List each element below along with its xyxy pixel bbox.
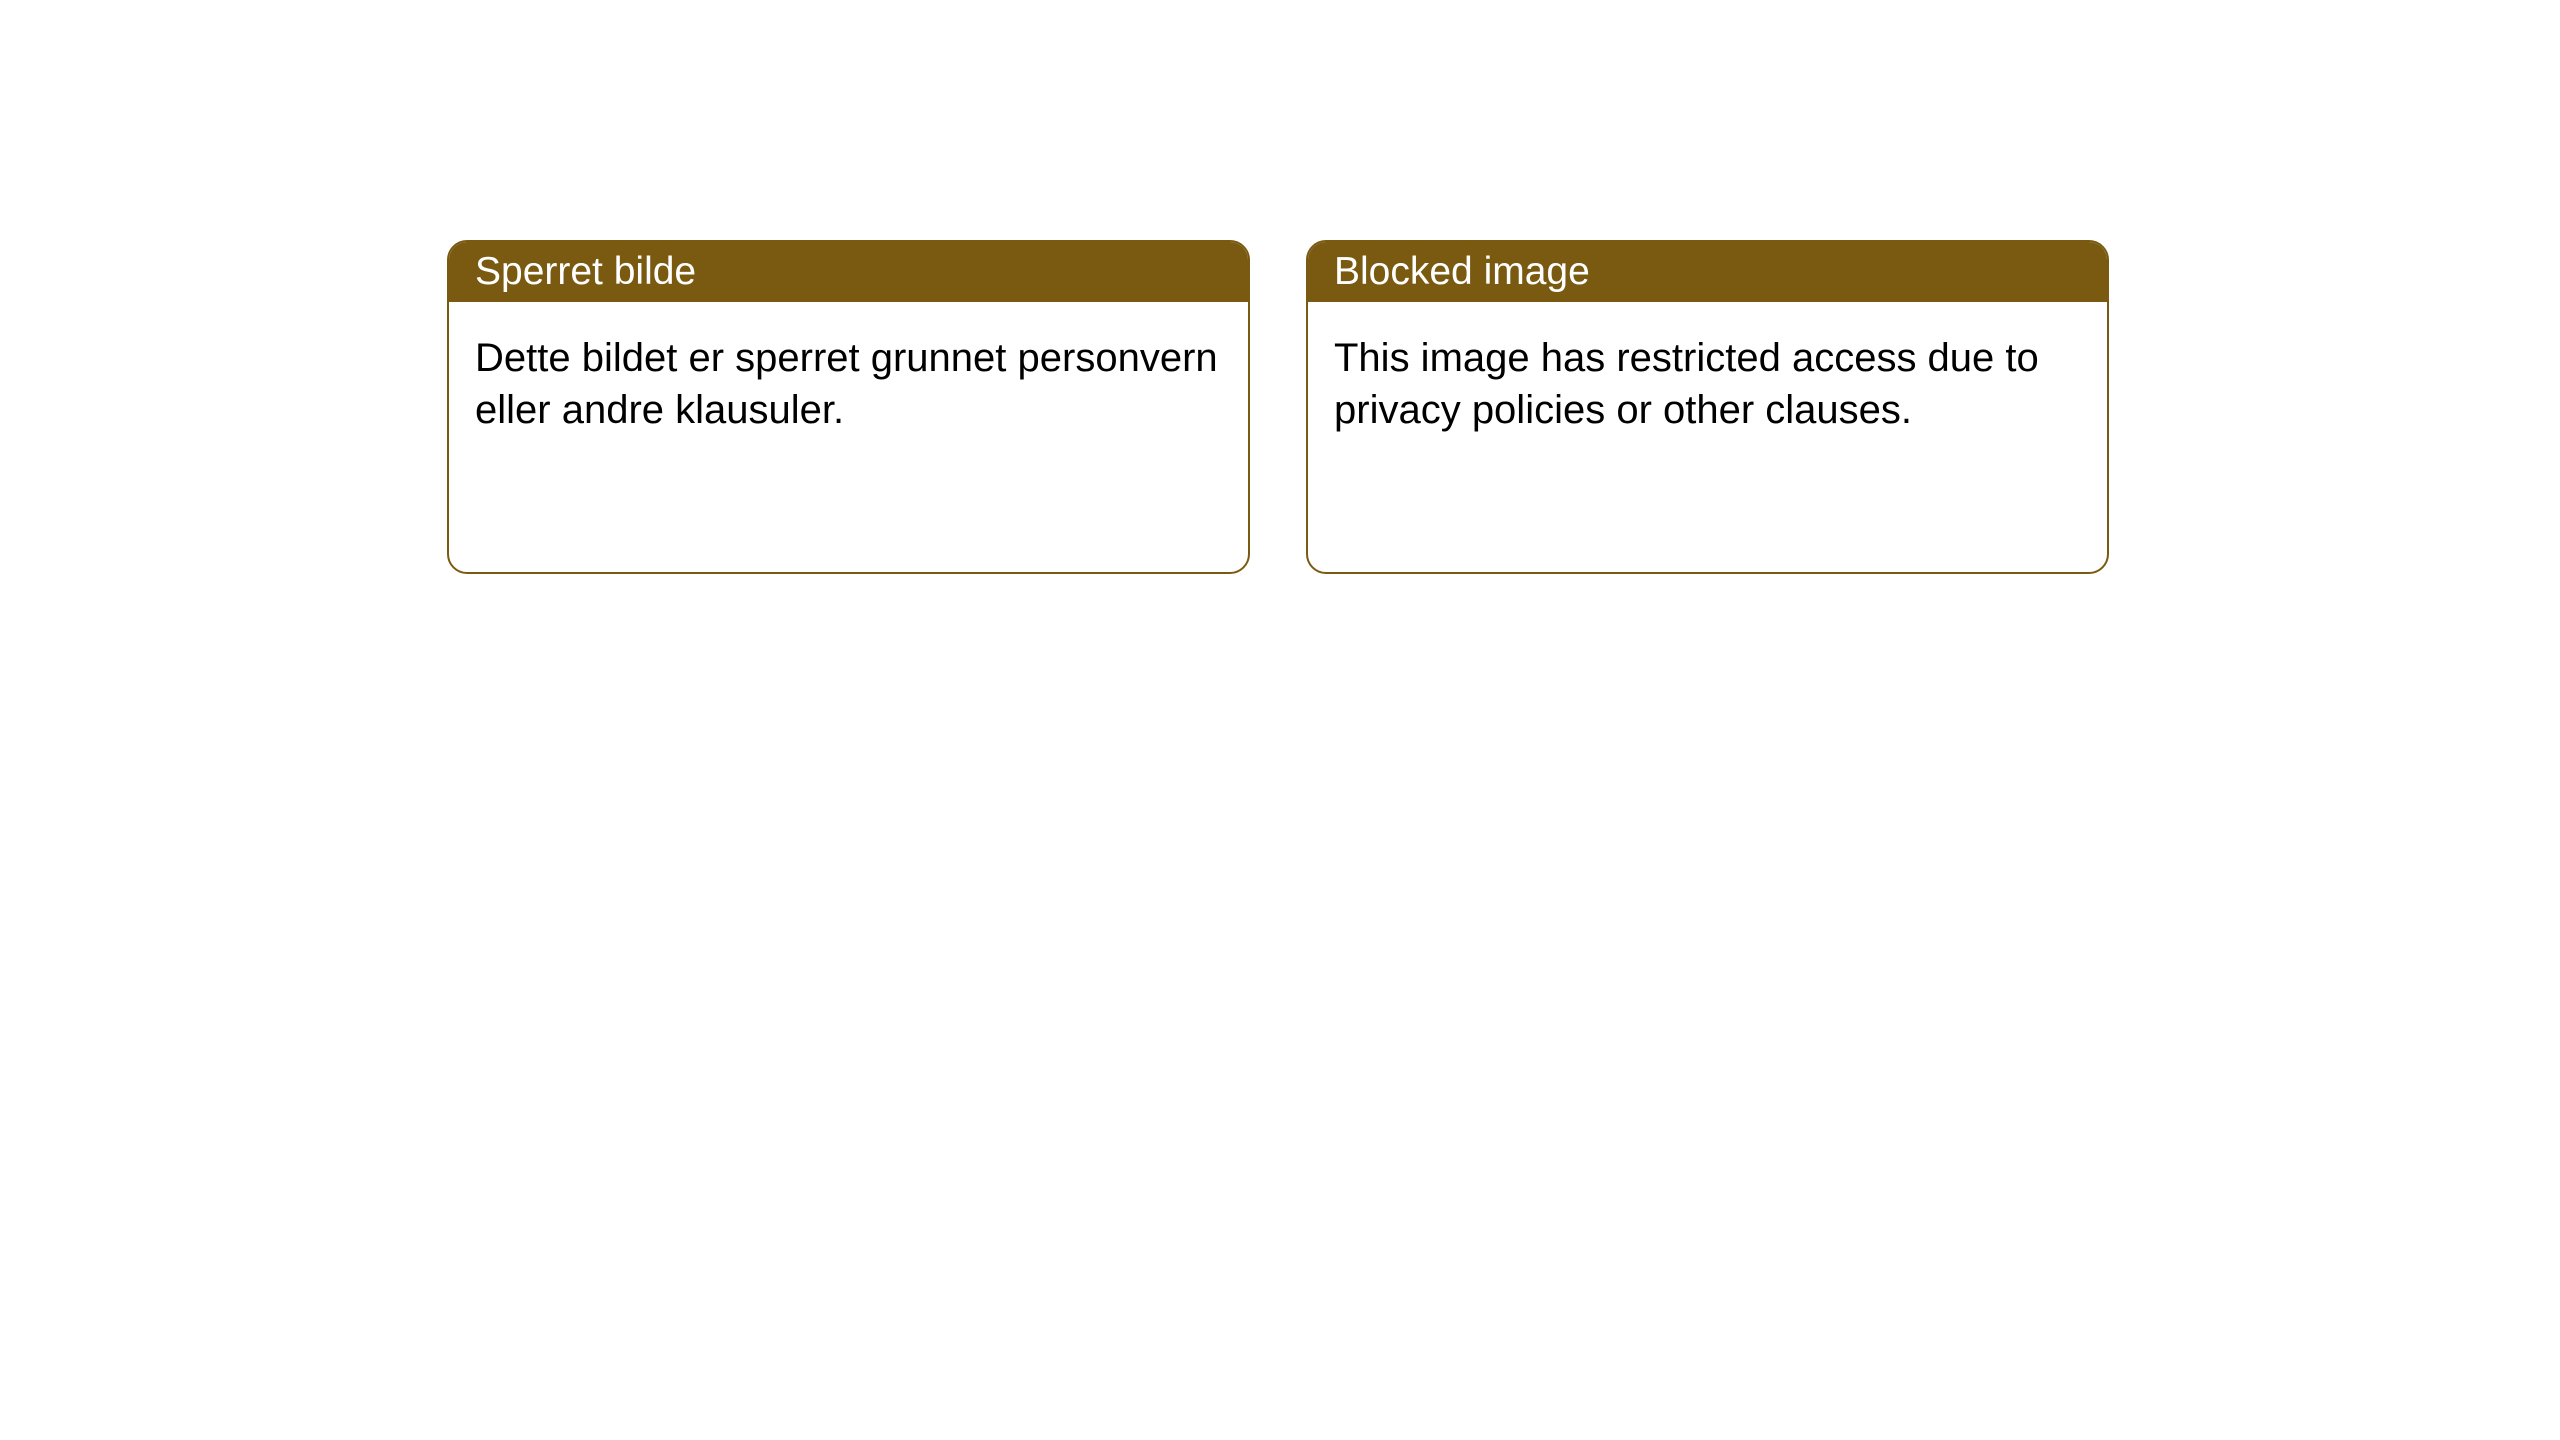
notice-card-english: Blocked image This image has restricted … — [1306, 240, 2109, 574]
notice-header: Sperret bilde — [449, 242, 1248, 302]
notice-body: Dette bildet er sperret grunnet personve… — [449, 302, 1248, 466]
notice-card-norwegian: Sperret bilde Dette bildet er sperret gr… — [447, 240, 1250, 574]
notice-title: Sperret bilde — [475, 250, 696, 294]
notice-title: Blocked image — [1334, 250, 1590, 294]
notice-body-text: Dette bildet er sperret grunnet personve… — [475, 336, 1218, 432]
notice-container: Sperret bilde Dette bildet er sperret gr… — [447, 240, 2109, 574]
notice-body-text: This image has restricted access due to … — [1334, 336, 2039, 432]
notice-body: This image has restricted access due to … — [1308, 302, 2107, 466]
notice-header: Blocked image — [1308, 242, 2107, 302]
